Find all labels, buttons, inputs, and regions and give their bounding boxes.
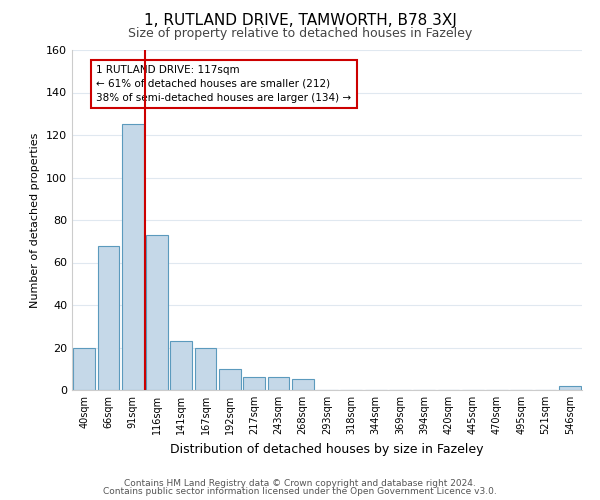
Bar: [170, 341, 192, 390]
Bar: [146, 235, 168, 390]
Bar: [559, 386, 581, 390]
Bar: [97, 246, 119, 390]
Text: Contains HM Land Registry data © Crown copyright and database right 2024.: Contains HM Land Registry data © Crown c…: [124, 478, 476, 488]
Y-axis label: Number of detached properties: Number of detached properties: [31, 132, 40, 308]
Bar: [292, 380, 314, 390]
Bar: [243, 378, 265, 390]
Text: 1 RUTLAND DRIVE: 117sqm
← 61% of detached houses are smaller (212)
38% of semi-d: 1 RUTLAND DRIVE: 117sqm ← 61% of detache…: [96, 65, 352, 103]
Text: Size of property relative to detached houses in Fazeley: Size of property relative to detached ho…: [128, 28, 472, 40]
Bar: [194, 348, 217, 390]
X-axis label: Distribution of detached houses by size in Fazeley: Distribution of detached houses by size …: [170, 442, 484, 456]
Bar: [122, 124, 143, 390]
Text: Contains public sector information licensed under the Open Government Licence v3: Contains public sector information licen…: [103, 487, 497, 496]
Bar: [219, 369, 241, 390]
Bar: [73, 348, 95, 390]
Text: 1, RUTLAND DRIVE, TAMWORTH, B78 3XJ: 1, RUTLAND DRIVE, TAMWORTH, B78 3XJ: [143, 12, 457, 28]
Bar: [268, 378, 289, 390]
